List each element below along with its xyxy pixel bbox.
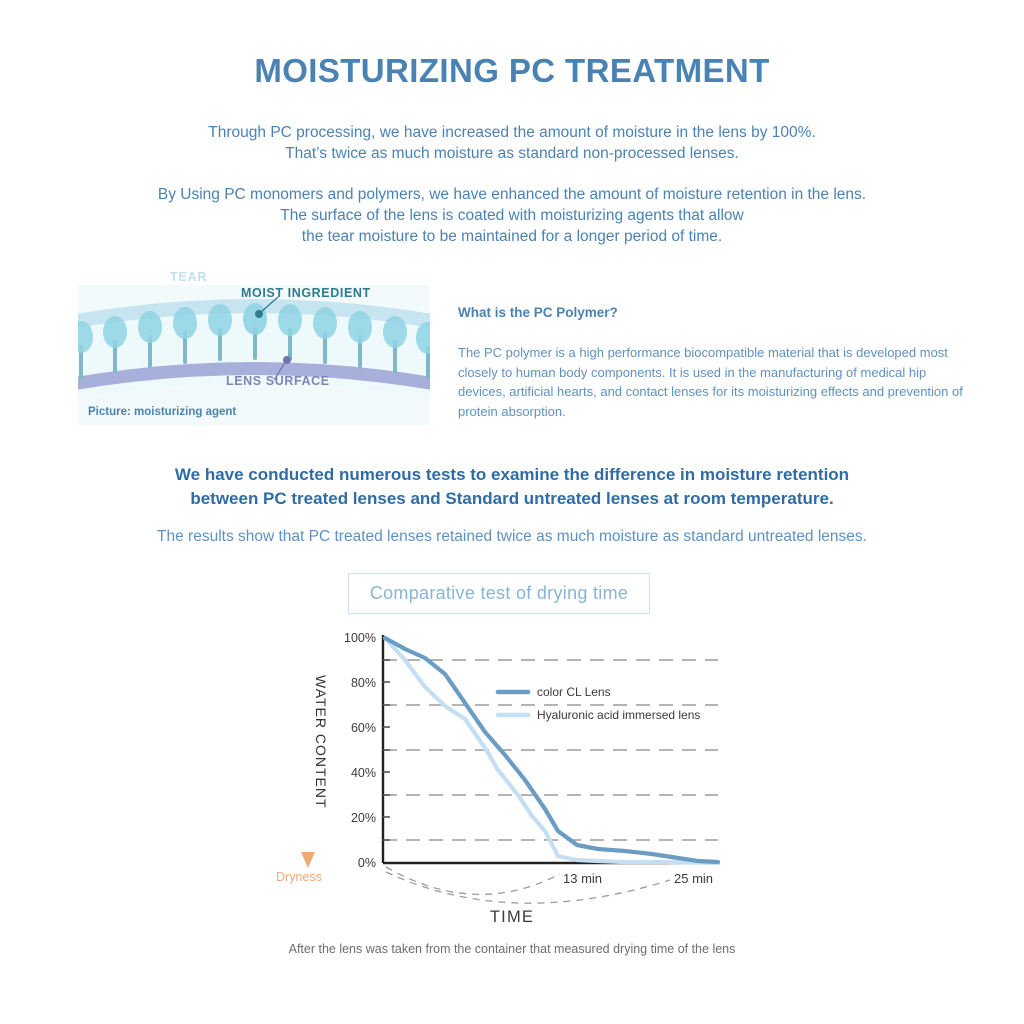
legend-label-color-cl: color CL Lens (537, 685, 611, 699)
statement-line2: between PC treated lenses and Standard u… (190, 489, 834, 508)
water-content-arrow (301, 630, 315, 868)
ytick-20: 20% (351, 811, 376, 825)
lens-surface-label: LENS SURFACE (226, 374, 330, 388)
intro-paragraph-1: Through PC processing, we have increased… (0, 122, 1024, 164)
lens-diagram-svg (78, 296, 430, 398)
statement-line1: We have conducted numerous tests to exam… (174, 465, 850, 484)
ytick-0: 0% (358, 856, 376, 870)
xtick-25min: 25 min (674, 871, 713, 886)
arc-13min (385, 866, 561, 895)
ytick-100: 100% (344, 631, 376, 645)
tear-label: TEAR (170, 270, 208, 284)
page-title: MOISTURIZING PC TREATMENT (254, 52, 770, 89)
intro-p1-line2: That’s twice as much moisture as standar… (285, 145, 739, 162)
moist-ingredient-label: MOIST INGREDIENT (241, 286, 371, 300)
tear-band (78, 299, 430, 328)
moisture-molecules (78, 303, 430, 379)
lens-surface-band (78, 362, 430, 390)
legend-label-hyaluronic: Hyaluronic acid immersed lens (537, 708, 700, 722)
intro-p2-line3: the tear moisture to be maintained for a… (301, 228, 723, 245)
picture-caption: Picture: moisturizing agent (88, 406, 237, 418)
intro-p2-line1: By Using PC monomers and polymers, we ha… (157, 186, 867, 203)
series-hyaluronic-line (382, 635, 721, 866)
y-axis-ticks: 100% 80% 60% 40% 20% 0% (344, 631, 376, 870)
x-axis-arcs (385, 866, 671, 904)
chart-caption: After the lens was taken from the contai… (288, 942, 736, 956)
intro-p1-line1: Through PC processing, we have increased… (208, 124, 816, 141)
time-axis-label: TIME (489, 908, 535, 926)
chart-title-text: Comparative test of drying time (369, 583, 629, 603)
lens-diagram-panel (78, 285, 430, 425)
chart-svg: 100% 80% 60% 40% 20% 0% (344, 631, 721, 904)
drying-time-chart: 100% 80% 60% 40% 20% 0% (270, 618, 770, 958)
ytick-60: 60% (351, 721, 376, 735)
intro-paragraph-2: By Using PC monomers and polymers, we ha… (0, 184, 1024, 247)
moist-ingredient-pointer (255, 296, 279, 318)
xtick-13min: 13 min (563, 871, 602, 886)
dryness-label: Dryness (276, 870, 322, 884)
lens-surface-pointer (273, 356, 291, 381)
test-statement: We have conducted numerous tests to exam… (0, 463, 1024, 511)
pc-polymer-heading: What is the PC Polymer? (458, 305, 618, 320)
ytick-80: 80% (351, 676, 376, 690)
intro-p2-line2: The surface of the lens is coated with m… (280, 207, 744, 224)
arc-25min (385, 871, 671, 904)
y-axis-minor-ticks (383, 659, 390, 841)
pc-polymer-body: The PC polymer is a high performance bio… (458, 345, 963, 419)
water-content-label: WATER CONTENT (313, 675, 329, 809)
ytick-40: 40% (351, 766, 376, 780)
chart-title-box: Comparative test of drying time (348, 573, 650, 614)
statement-sub: The results show that PC treated lenses … (157, 528, 867, 545)
series-color-cl-line (382, 635, 721, 865)
chart-legend: color CL Lens Hyaluronic acid immersed l… (495, 685, 700, 722)
